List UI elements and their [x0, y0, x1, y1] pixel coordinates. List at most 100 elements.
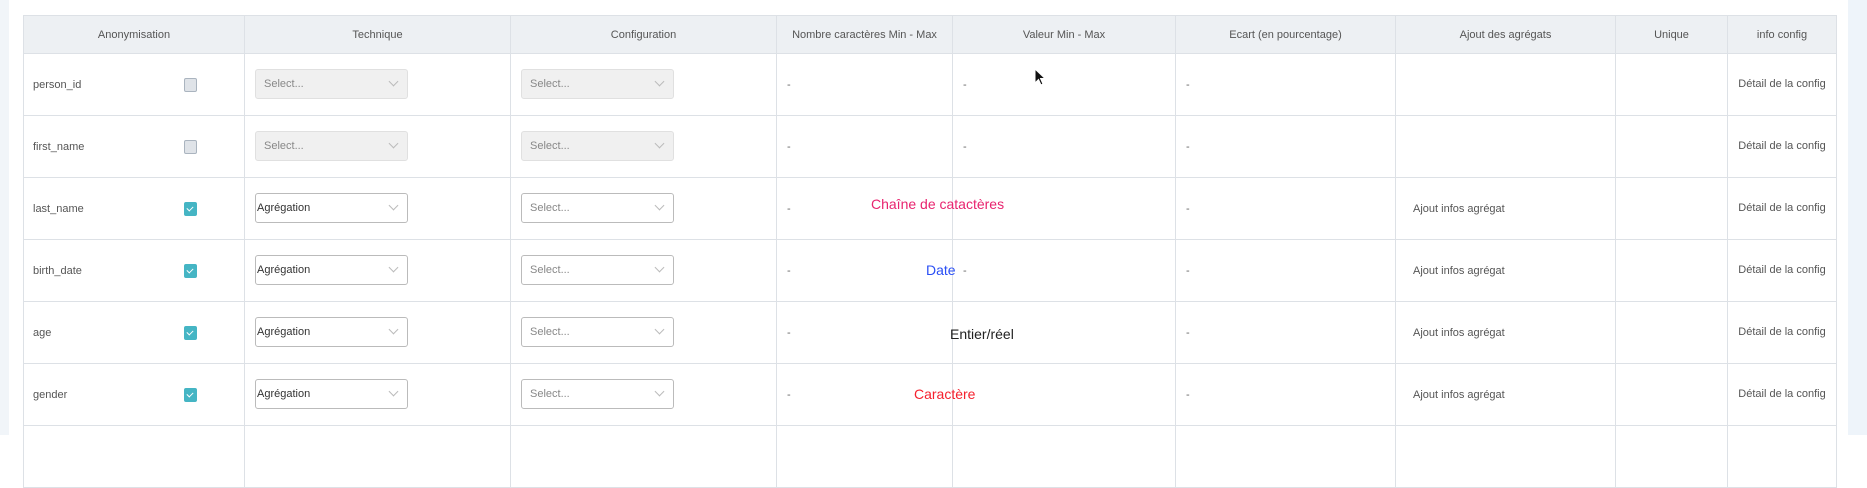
unique-cell: [1615, 115, 1728, 178]
table-row: person_id Select... Select... - - - Détail de …: [23, 53, 1837, 116]
anonymisation-checkbox[interactable]: [184, 264, 197, 278]
chevron-down-icon: [654, 138, 665, 149]
valeur-cell: [952, 301, 1176, 364]
ajout-agregat-link[interactable]: Ajout infos agrégat: [1395, 363, 1616, 426]
technique-select[interactable]: Select...: [255, 131, 408, 161]
annotation-date-type: Date: [926, 262, 956, 278]
unique-cell: [1615, 301, 1728, 364]
select-value: Agrégation: [257, 264, 311, 276]
ecart-cell: -: [1175, 363, 1396, 426]
ecart-cell: -: [1175, 177, 1396, 240]
config-detail-link[interactable]: Détail de la config: [1727, 239, 1837, 302]
chevron-down-icon: [388, 138, 399, 149]
anonymisation-checkbox[interactable]: [184, 202, 197, 216]
config-detail-link[interactable]: Détail de la config: [1727, 177, 1837, 240]
chevron-down-icon: [388, 76, 399, 87]
config-detail-link[interactable]: Détail de la config: [1727, 363, 1837, 426]
select-value: Select...: [530, 140, 570, 152]
nb-chars-cell: -: [776, 53, 953, 116]
config-detail-link[interactable]: Détail de la config: [1727, 301, 1837, 364]
column-header: Technique: [244, 15, 511, 54]
configuration-select[interactable]: Select...: [521, 131, 674, 161]
technique-select[interactable]: Agrégation: [255, 317, 408, 347]
chevron-down-icon: [388, 324, 399, 335]
select-value: Select...: [530, 78, 570, 90]
select-value: Agrégation: [257, 388, 311, 400]
select-value: Select...: [264, 78, 304, 90]
anonymisation-checkbox[interactable]: [184, 140, 197, 154]
chevron-down-icon: [654, 200, 665, 211]
table-row: age Agrégation Select... - - Ajout infos agré…: [23, 301, 1837, 364]
ajout-agregat-link[interactable]: [1395, 53, 1616, 116]
column-header: Nombre caractères Min - Max: [776, 15, 953, 54]
column-header: Configuration: [510, 15, 777, 54]
select-value: Select...: [530, 326, 570, 338]
chevron-down-icon: [654, 262, 665, 273]
unique-cell: [1615, 239, 1728, 302]
ajout-agregat-link[interactable]: Ajout infos agrégat: [1395, 239, 1616, 302]
column-header: Ecart (en pourcentage): [1175, 15, 1396, 54]
field-name: gender: [33, 388, 68, 401]
field-name: first_name: [33, 140, 85, 153]
table-row: first_name Select... Select... - - - Détail de…: [23, 115, 1837, 178]
annotation-number-type: Entier/réel: [950, 326, 1014, 342]
chevron-down-icon: [388, 386, 399, 397]
anonymisation-checkbox[interactable]: [184, 326, 197, 340]
left-page-margin: [0, 0, 9, 435]
unique-cell: [1615, 363, 1728, 426]
technique-select[interactable]: Agrégation: [255, 193, 408, 223]
ajout-agregat-link[interactable]: [1395, 115, 1616, 178]
valeur-cell: -: [952, 53, 1176, 116]
ecart-cell: -: [1175, 301, 1396, 364]
technique-select[interactable]: Agrégation: [255, 255, 408, 285]
field-name: person_id: [33, 78, 82, 91]
table-row: last_name Agrégation Select... - - Ajout info…: [23, 177, 1837, 240]
ecart-cell: -: [1175, 115, 1396, 178]
configuration-select[interactable]: Select...: [521, 69, 674, 99]
config-detail-link[interactable]: Détail de la config: [1727, 115, 1837, 178]
select-value: Select...: [264, 140, 304, 152]
chevron-down-icon: [654, 324, 665, 335]
configuration-select[interactable]: Select...: [521, 193, 674, 223]
nb-chars-cell: -: [776, 115, 953, 178]
column-header: Unique: [1615, 15, 1728, 54]
anonymisation-checkbox[interactable]: [184, 388, 197, 402]
chevron-down-icon: [388, 262, 399, 273]
ajout-agregat-link[interactable]: Ajout infos agrégat: [1395, 177, 1616, 240]
table-row: gender Agrégation Select... - - Ajout infos a…: [23, 363, 1837, 426]
valeur-cell: -: [952, 115, 1176, 178]
select-value: Select...: [530, 202, 570, 214]
ecart-cell: -: [1175, 239, 1396, 302]
valeur-cell: [952, 363, 1176, 426]
column-header: Valeur Min - Max: [952, 15, 1176, 54]
nb-chars-cell: -: [776, 301, 953, 364]
unique-cell: [1615, 53, 1728, 116]
chevron-down-icon: [654, 386, 665, 397]
scrollbar-track[interactable]: [1848, 0, 1867, 435]
column-header: info config: [1727, 15, 1837, 54]
field-name: birth_date: [33, 264, 82, 277]
table-row: birth_date Agrégation Select... - - - Ajout in…: [23, 239, 1837, 302]
configuration-select[interactable]: Select...: [521, 379, 674, 409]
annotation-string-type: Chaîne de catactères: [871, 196, 1005, 212]
configuration-select[interactable]: Select...: [521, 255, 674, 285]
ecart-cell: -: [1175, 53, 1396, 116]
column-header: Anonymisation: [23, 15, 245, 54]
anonymisation-checkbox[interactable]: [184, 78, 197, 92]
field-name: age: [33, 326, 52, 339]
config-detail-link[interactable]: Détail de la config: [1727, 53, 1837, 116]
technique-select[interactable]: Select...: [255, 69, 408, 99]
configuration-select[interactable]: Select...: [521, 317, 674, 347]
column-header: Ajout des agrégats: [1395, 15, 1616, 54]
ajout-agregat-link[interactable]: Ajout infos agrégat: [1395, 301, 1616, 364]
nb-chars-cell: -: [776, 239, 953, 302]
unique-cell: [1615, 177, 1728, 240]
technique-select[interactable]: Agrégation: [255, 379, 408, 409]
select-value: Select...: [530, 388, 570, 400]
anonymisation-table: Anonymisation Technique Configuration Nombr…: [23, 15, 1837, 488]
chevron-down-icon: [388, 200, 399, 211]
field-name: last_name: [33, 202, 84, 215]
mouse-cursor-icon: [1034, 68, 1047, 86]
valeur-cell: [952, 177, 1176, 240]
annotation-char-type: Caractère: [914, 386, 976, 402]
